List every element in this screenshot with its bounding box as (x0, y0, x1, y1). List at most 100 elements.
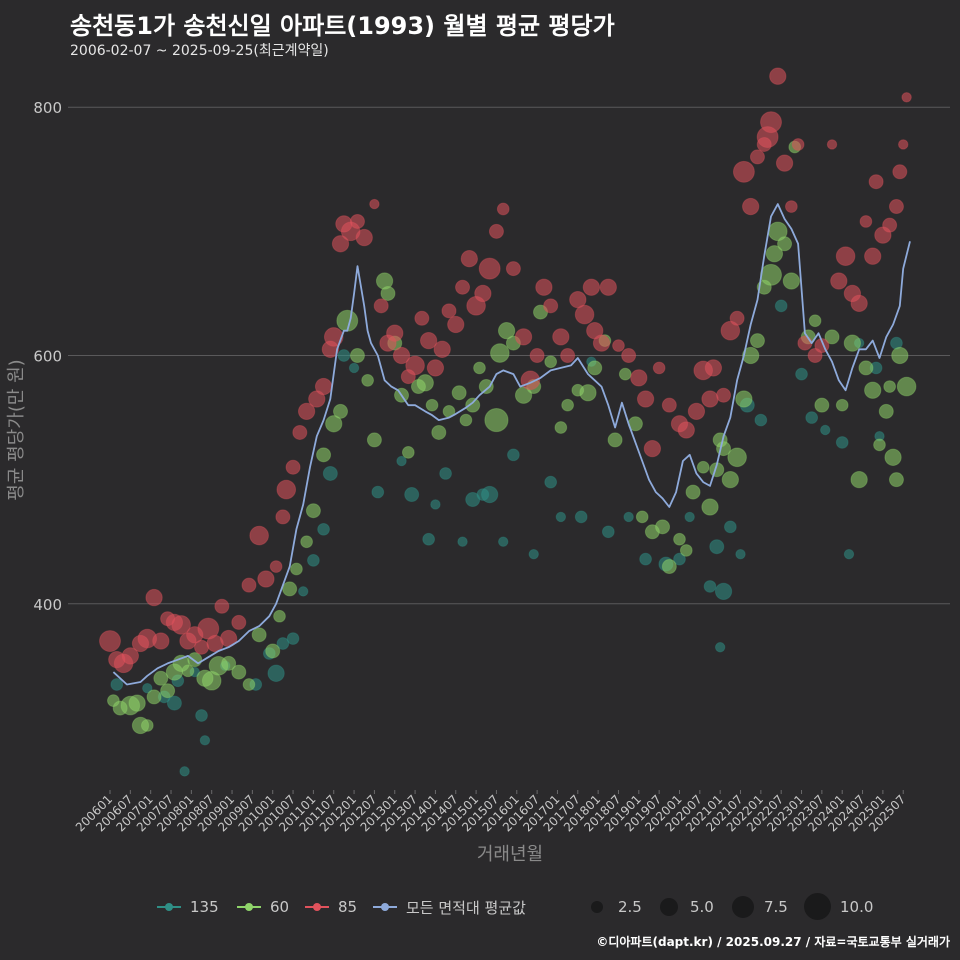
legend-key-135 (156, 897, 182, 917)
data-point-85 (630, 369, 648, 387)
legend-item-85: 85 (304, 890, 357, 924)
data-point-85 (850, 294, 868, 313)
data-point-60 (221, 655, 237, 671)
data-point-85 (621, 348, 637, 364)
data-point-85 (791, 138, 805, 151)
data-point-60 (325, 415, 343, 433)
data-point-85 (386, 324, 404, 342)
data-point-135 (528, 548, 539, 560)
data-point-60 (451, 385, 467, 401)
data-point-135 (348, 362, 360, 374)
data-point-60 (349, 348, 365, 364)
data-point-60 (579, 384, 597, 402)
data-point-60 (231, 664, 247, 680)
data-point-135 (307, 553, 320, 567)
date-range-subtitle: 2006-02-07 ~ 2025-09-25(최근계약일) (70, 43, 329, 59)
data-point-60 (242, 678, 256, 691)
data-point-85 (323, 327, 344, 347)
data-point-60 (883, 380, 897, 393)
data-point-85 (292, 424, 308, 440)
data-point-85 (214, 598, 230, 614)
data-point-60 (459, 413, 473, 427)
data-point-85 (249, 525, 269, 546)
data-point-85 (643, 439, 662, 458)
data-point-60 (554, 421, 568, 434)
x-axis-ticks: 2006012006072007012007072008012008072009… (73, 790, 908, 835)
data-point-135 (404, 487, 420, 503)
data-point-85 (496, 202, 510, 216)
data-point-85 (704, 359, 723, 377)
data-point-135 (507, 448, 520, 462)
data-point-135 (544, 475, 558, 489)
data-point-85 (419, 331, 438, 350)
data-point-85 (535, 278, 553, 296)
legend-label-60: 60 (270, 898, 290, 916)
data-point-60 (661, 559, 677, 575)
data-point-85 (474, 284, 492, 303)
data-point-85 (729, 310, 745, 326)
data-point-135 (337, 349, 351, 362)
data-point-60 (749, 333, 765, 349)
data-point-85 (785, 200, 798, 213)
data-point-85 (441, 303, 457, 319)
data-point-85 (797, 335, 813, 351)
page-title: 송천동1가 송천신일 아파트(1993) 월별 평균 평당가 (70, 12, 615, 40)
data-point-85 (612, 339, 625, 352)
data-point-60 (777, 236, 793, 252)
data-point-135 (276, 637, 290, 650)
data-point-85 (652, 361, 666, 375)
data-point-60 (425, 398, 439, 412)
data-point-60 (864, 381, 882, 399)
data-point-85 (276, 479, 297, 500)
data-point-60 (282, 581, 298, 597)
data-point-135 (195, 709, 208, 722)
data-point-85 (720, 320, 741, 341)
data-point-85 (898, 139, 909, 150)
data-point-60 (465, 397, 481, 413)
data-point-85 (892, 164, 908, 180)
data-point-60 (316, 447, 332, 463)
legend-size-dot (804, 893, 832, 921)
data-point-60 (251, 627, 267, 643)
data-point-60 (618, 367, 632, 381)
data-point-135 (820, 424, 831, 436)
data-point-60 (187, 652, 203, 668)
data-point-85 (775, 154, 794, 172)
data-point-85 (194, 639, 210, 655)
data-point-135 (639, 552, 652, 566)
data-point-60 (843, 334, 862, 352)
data-point-85 (414, 310, 430, 326)
data-point-85 (460, 250, 478, 268)
y-tick-label: 800 (33, 99, 62, 117)
data-point-60 (735, 390, 753, 408)
data-point-135 (723, 520, 737, 534)
y-tick-label: 400 (33, 596, 62, 614)
source-caption: ©디아파트(dapt.kr) / 2025.09.27 / 자료=국토교통부 실… (596, 935, 950, 949)
data-point-60 (760, 263, 782, 286)
data-point-85 (275, 509, 291, 525)
data-point-135 (574, 510, 588, 524)
data-point-60 (888, 472, 904, 488)
data-point-85 (661, 397, 677, 413)
data-point-85 (285, 459, 301, 475)
legend-size-dot (730, 894, 756, 920)
data-point-60 (824, 329, 840, 345)
data-point-60 (431, 424, 447, 440)
data-point-135 (430, 499, 441, 510)
data-point-85 (152, 632, 170, 650)
legend-size-label: 5.0 (690, 898, 714, 916)
data-point-85 (864, 247, 882, 265)
data-point-85 (732, 160, 755, 183)
data-point-85 (145, 588, 163, 607)
legend-size-label: 7.5 (764, 898, 788, 916)
legend-key-average (372, 897, 398, 917)
data-point-135 (714, 642, 726, 653)
data-point-60 (416, 374, 434, 392)
data-point-60 (765, 245, 784, 263)
data-point-135 (835, 436, 849, 449)
data-point-85 (505, 261, 521, 277)
data-point-85 (231, 614, 247, 630)
data-point-85 (552, 328, 570, 346)
data-point-60 (701, 498, 719, 516)
